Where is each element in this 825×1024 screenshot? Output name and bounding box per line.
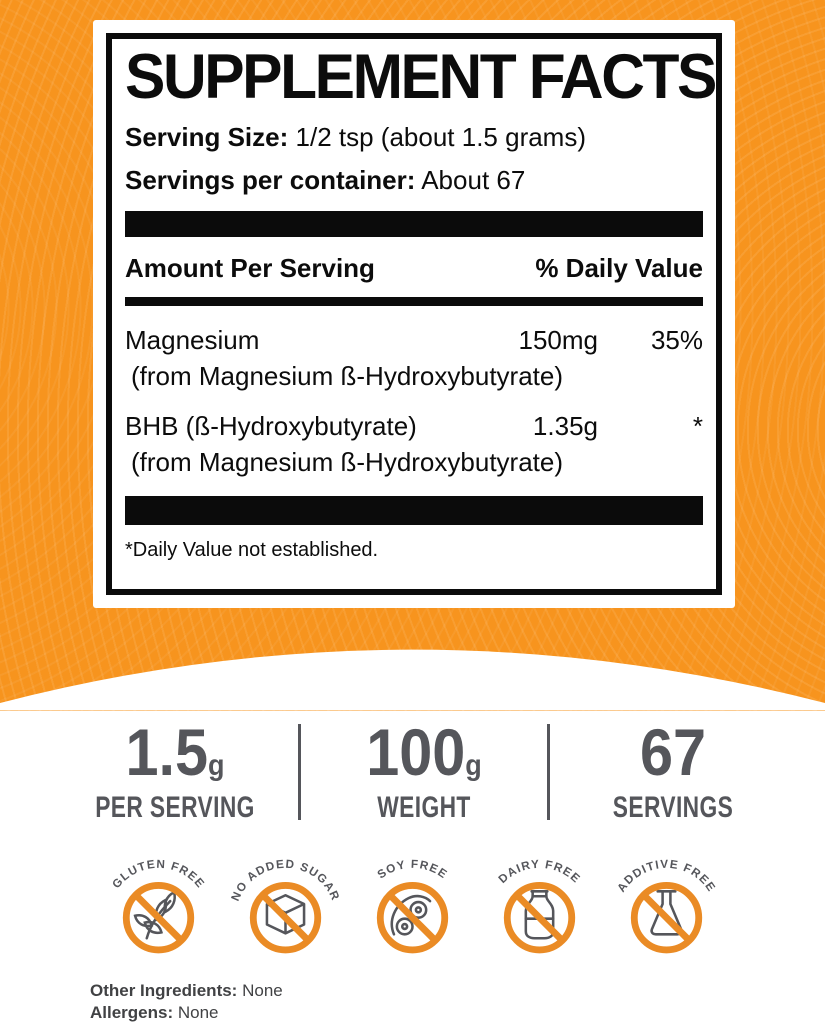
- nutrient-name: Magnesium: [125, 325, 260, 356]
- nutrient-name: BHB (ß-Hydroxybutyrate): [125, 411, 417, 442]
- stat-label: SERVINGS: [612, 790, 733, 824]
- column-amount-per-serving: Amount Per Serving: [125, 253, 375, 284]
- supplement-facts-panel: SUPPLEMENT FACTS Serving Size: 1/2 tsp (…: [93, 20, 735, 608]
- badge-label: ADDITIVE FREE: [615, 858, 717, 895]
- svg-text:SOY FREE: SOY FREE: [375, 858, 450, 882]
- serving-size-value: 1/2 tsp (about 1.5 grams): [295, 122, 586, 153]
- stat-value: 100g: [313, 719, 534, 785]
- flask-icon: ADDITIVE FREE: [615, 858, 718, 954]
- servings-label: Servings per container:: [125, 164, 416, 195]
- svg-text:ADDITIVE FREE: ADDITIVE FREE: [615, 858, 718, 895]
- stat-per-serving: 1.5g PER SERVING: [52, 719, 298, 827]
- ingredients-footer: Other Ingredients: None Allergens: None: [90, 980, 825, 1024]
- stat-divider: [297, 724, 301, 821]
- badge-soy-free: SOY FREE: [349, 846, 476, 964]
- serving-size-label: Serving Size:: [125, 122, 289, 153]
- wheat-icon: GLUTEN FREE: [110, 858, 206, 954]
- stat-divider: [546, 724, 550, 821]
- facts-border: SUPPLEMENT FACTS Serving Size: 1/2 tsp (…: [106, 33, 722, 595]
- stat-number: 1.5: [124, 714, 208, 789]
- nutrient-amount: 1.35g: [532, 411, 598, 442]
- column-header-row: Amount Per Serving % Daily Value: [125, 253, 703, 284]
- soy-icon: SOY FREE: [375, 858, 450, 954]
- stats-row: 1.5g PER SERVING 100g WEIGHT 67 SERVINGS: [22, 719, 825, 827]
- nutrient-amount: 150mg: [518, 325, 599, 356]
- stat-unit: g: [464, 748, 482, 782]
- nutrient-row-bhb: BHB (ß-Hydroxybutyrate) 1.35g *: [125, 411, 703, 442]
- badge-gluten-free: GLUTEN FREE: [95, 846, 222, 964]
- daily-value-footnote: *Daily Value not established.: [125, 539, 379, 562]
- column-daily-value: % Daily Value: [535, 253, 703, 284]
- badge-additive-free: ADDITIVE FREE: [603, 846, 730, 964]
- panel-title: SUPPLEMENT FACTS: [125, 42, 717, 112]
- free-from-badges-row: GLUTEN FREE: [0, 846, 825, 964]
- allergens-label: Allergens:: [90, 1003, 174, 1022]
- separator-bar-medium: [125, 297, 703, 307]
- bottom-section: 1.5g PER SERVING 100g WEIGHT 67 SERVINGS: [0, 645, 825, 1024]
- nutrient-source-note: (from Magnesium ß-Hydroxybutyrate): [131, 361, 563, 392]
- badge-label: SOY FREE: [375, 858, 449, 882]
- other-ingredients-line: Other Ingredients: None: [90, 980, 825, 1002]
- nutrient-daily-value: *: [692, 411, 703, 442]
- badge-dairy-free: DAIRY FREE: [476, 846, 603, 964]
- stat-number: 67: [639, 714, 706, 789]
- separator-bar-bottom: [125, 496, 703, 526]
- milk-bottle-icon: DAIRY FREE: [496, 858, 583, 954]
- sugar-cube-icon: NO ADDED SUGAR: [229, 858, 341, 954]
- separator-bar-thick: [125, 211, 703, 238]
- bottom-white-area: 1.5g PER SERVING 100g WEIGHT 67 SERVINGS: [0, 710, 825, 1024]
- allergens-value: None: [177, 1003, 219, 1022]
- svg-text:DAIRY FREE: DAIRY FREE: [496, 858, 583, 886]
- allergens-line: Allergens: None: [90, 1002, 825, 1024]
- curved-divider: [0, 649, 825, 711]
- badge-label: DAIRY FREE: [496, 858, 582, 886]
- stat-weight: 100g WEIGHT: [301, 719, 547, 827]
- other-ingredients-label: Other Ingredients:: [90, 981, 238, 1000]
- stat-value: 1.5g: [64, 719, 285, 785]
- serving-size-line: Serving Size: 1/2 tsp (about 1.5 grams): [125, 123, 703, 152]
- nutrient-row-magnesium: Magnesium 150mg 35%: [125, 325, 703, 356]
- stat-number: 100: [365, 714, 465, 789]
- badge-no-added-sugar: NO ADDED SUGAR: [222, 846, 349, 964]
- stat-value: 67: [562, 719, 783, 785]
- nutrient-daily-value: 35%: [650, 325, 703, 356]
- stat-label: PER SERVING: [94, 790, 255, 824]
- stat-servings: 67 SERVINGS: [550, 719, 796, 827]
- stat-label: WEIGHT: [376, 790, 471, 824]
- stat-unit: g: [207, 748, 225, 782]
- other-ingredients-value: None: [242, 981, 283, 1000]
- servings-value: About 67: [421, 164, 526, 195]
- servings-per-container-line: Servings per container: About 67: [125, 166, 703, 195]
- nutrient-source-note: (from Magnesium ß-Hydroxybutyrate): [131, 447, 563, 478]
